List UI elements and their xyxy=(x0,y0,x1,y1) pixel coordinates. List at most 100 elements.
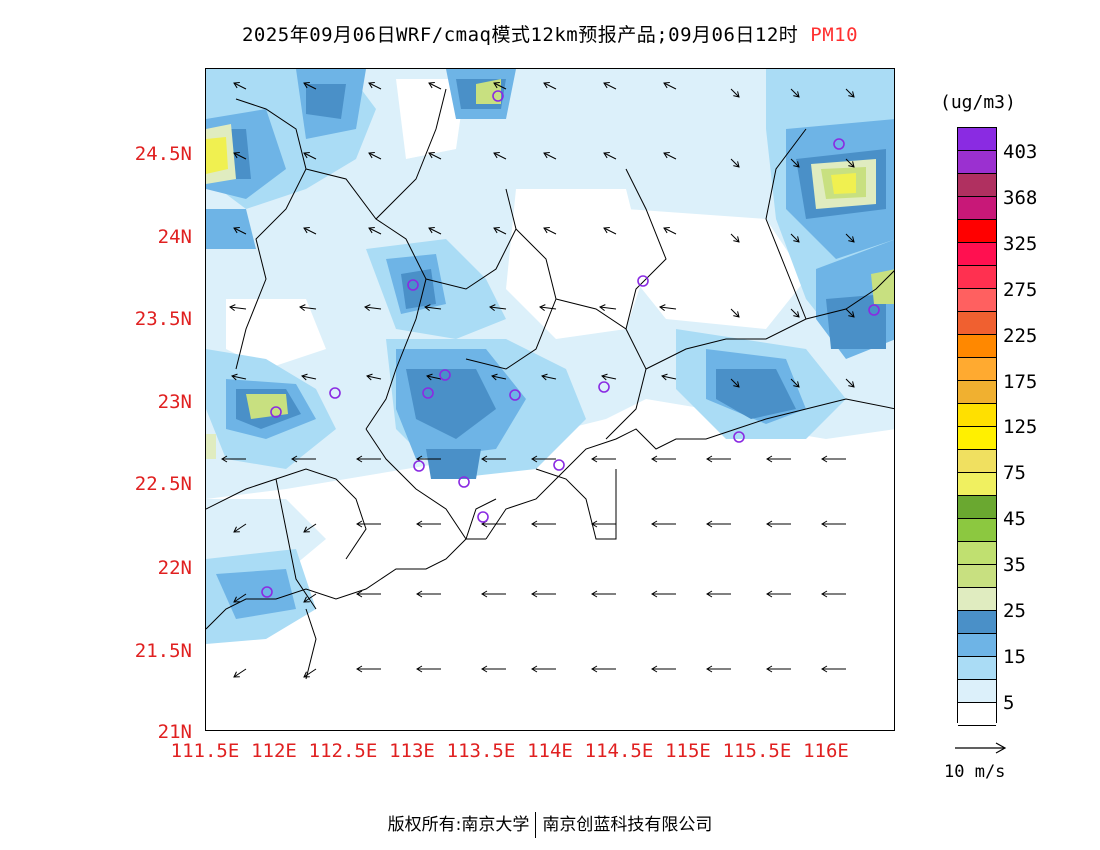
concentration-region xyxy=(246,394,288,419)
border-line xyxy=(275,478,317,610)
wind-arrow xyxy=(790,378,800,388)
site-marker xyxy=(329,387,341,399)
wind-vectors xyxy=(221,82,855,678)
wind-arrow xyxy=(303,593,317,603)
legend-value: 25 xyxy=(1003,600,1026,622)
wind-arrow xyxy=(493,227,507,235)
monitoring-sites xyxy=(261,90,880,598)
concentration-region xyxy=(216,569,296,619)
concentration-region xyxy=(206,137,228,174)
site-marker xyxy=(509,389,521,401)
wind-arrow xyxy=(845,233,855,243)
lat-label: 22.5N xyxy=(134,473,192,495)
legend-swatch xyxy=(958,496,996,519)
wind-arrow xyxy=(301,373,317,381)
wind-arrow xyxy=(651,455,676,463)
legend-swatch xyxy=(958,128,996,151)
border-line xyxy=(535,468,617,540)
copyright-partner: 南京创蓝科技有限公司 xyxy=(542,815,713,835)
wind-arrow xyxy=(790,88,800,98)
wind-arrow xyxy=(821,455,846,463)
wind-arrow xyxy=(790,158,800,168)
wind-arrow xyxy=(821,520,846,528)
wind-arrow xyxy=(366,373,382,381)
wind-arrow xyxy=(591,455,616,463)
wind-arrow xyxy=(428,227,442,235)
wind-arrow xyxy=(229,304,247,311)
concentration-region xyxy=(306,84,346,119)
wind-arrow xyxy=(493,82,507,90)
copyright-footer: 版权所有:南京大学 南京创蓝科技有限公司 xyxy=(0,810,1100,838)
border-line xyxy=(765,128,807,320)
wind-arrow xyxy=(356,520,381,528)
concentration-region xyxy=(206,209,256,249)
legend-swatch xyxy=(958,266,996,289)
wind-arrow xyxy=(368,82,382,90)
wind-arrow xyxy=(790,233,800,243)
lon-label: 114E xyxy=(527,740,573,762)
lat-label: 23.5N xyxy=(134,308,192,330)
wind-arrow xyxy=(591,590,616,598)
legend-swatch xyxy=(958,542,996,565)
legend-swatch xyxy=(958,197,996,220)
wind-arrow xyxy=(481,455,506,463)
wind-arrow xyxy=(591,665,616,673)
concentration-region xyxy=(626,209,806,329)
chart-title: 2025年09月06日WRF/cmaq模式12km预报产品;09月06日12时 P… xyxy=(0,20,1100,47)
concentration-region xyxy=(401,269,436,309)
lon-label: 115.5E xyxy=(722,740,792,762)
wind-arrow xyxy=(821,665,846,673)
site-marker xyxy=(598,381,610,393)
wind-arrow xyxy=(491,373,507,381)
border-line xyxy=(425,188,517,290)
wind-arrow xyxy=(730,88,740,98)
wind-arrow xyxy=(221,455,246,463)
wind-arrow xyxy=(821,590,846,598)
wind-arrow xyxy=(659,304,677,311)
legend-value: 125 xyxy=(1003,416,1038,438)
legend-value: 5 xyxy=(1003,692,1015,714)
wind-arrow xyxy=(481,665,506,673)
legend-swatch xyxy=(958,404,996,427)
lat-label: 21N xyxy=(157,721,192,743)
wind-arrow xyxy=(663,82,677,90)
color-scale-legend xyxy=(957,127,997,726)
wind-arrow xyxy=(603,227,617,235)
wind-arrow xyxy=(364,304,382,311)
legend-swatch xyxy=(958,381,996,404)
concentration-region xyxy=(396,79,466,159)
legend-value: 325 xyxy=(1003,233,1038,255)
site-marker xyxy=(637,275,649,287)
wind-arrow xyxy=(531,520,556,528)
title-main: 2025年09月06日WRF/cmaq模式12km预报产品;09月06日12时 xyxy=(241,24,799,46)
legend-swatch xyxy=(958,335,996,358)
site-marker xyxy=(458,476,470,488)
legend-value: 225 xyxy=(1003,325,1038,347)
legend-swatch xyxy=(958,450,996,473)
concentration-region xyxy=(506,189,646,339)
wind-arrow xyxy=(233,152,247,160)
concentration-region xyxy=(831,173,856,194)
wind-arrow xyxy=(356,455,381,463)
pm10-concentration-map xyxy=(206,69,894,680)
lon-label: 113E xyxy=(389,740,435,762)
wind-arrow xyxy=(424,304,442,311)
lon-label: 113.5E xyxy=(446,740,516,762)
wind-arrow xyxy=(766,590,791,598)
site-marker xyxy=(492,90,504,102)
wind-arrow xyxy=(233,82,247,90)
legend-value: 15 xyxy=(1003,646,1026,668)
wind-arrow xyxy=(489,304,507,311)
border-line xyxy=(555,298,647,440)
lat-label: 24N xyxy=(157,226,192,248)
map-plot xyxy=(205,68,895,731)
wind-arrow xyxy=(766,520,791,528)
legend-value: 403 xyxy=(1003,141,1038,163)
wind-arrow xyxy=(790,308,800,318)
legend-swatch xyxy=(958,565,996,588)
wind-arrow xyxy=(356,590,381,598)
wind-arrow xyxy=(663,152,677,160)
title-variable: PM10 xyxy=(810,24,859,46)
legend-swatch xyxy=(958,151,996,174)
wind-arrow xyxy=(706,590,731,598)
